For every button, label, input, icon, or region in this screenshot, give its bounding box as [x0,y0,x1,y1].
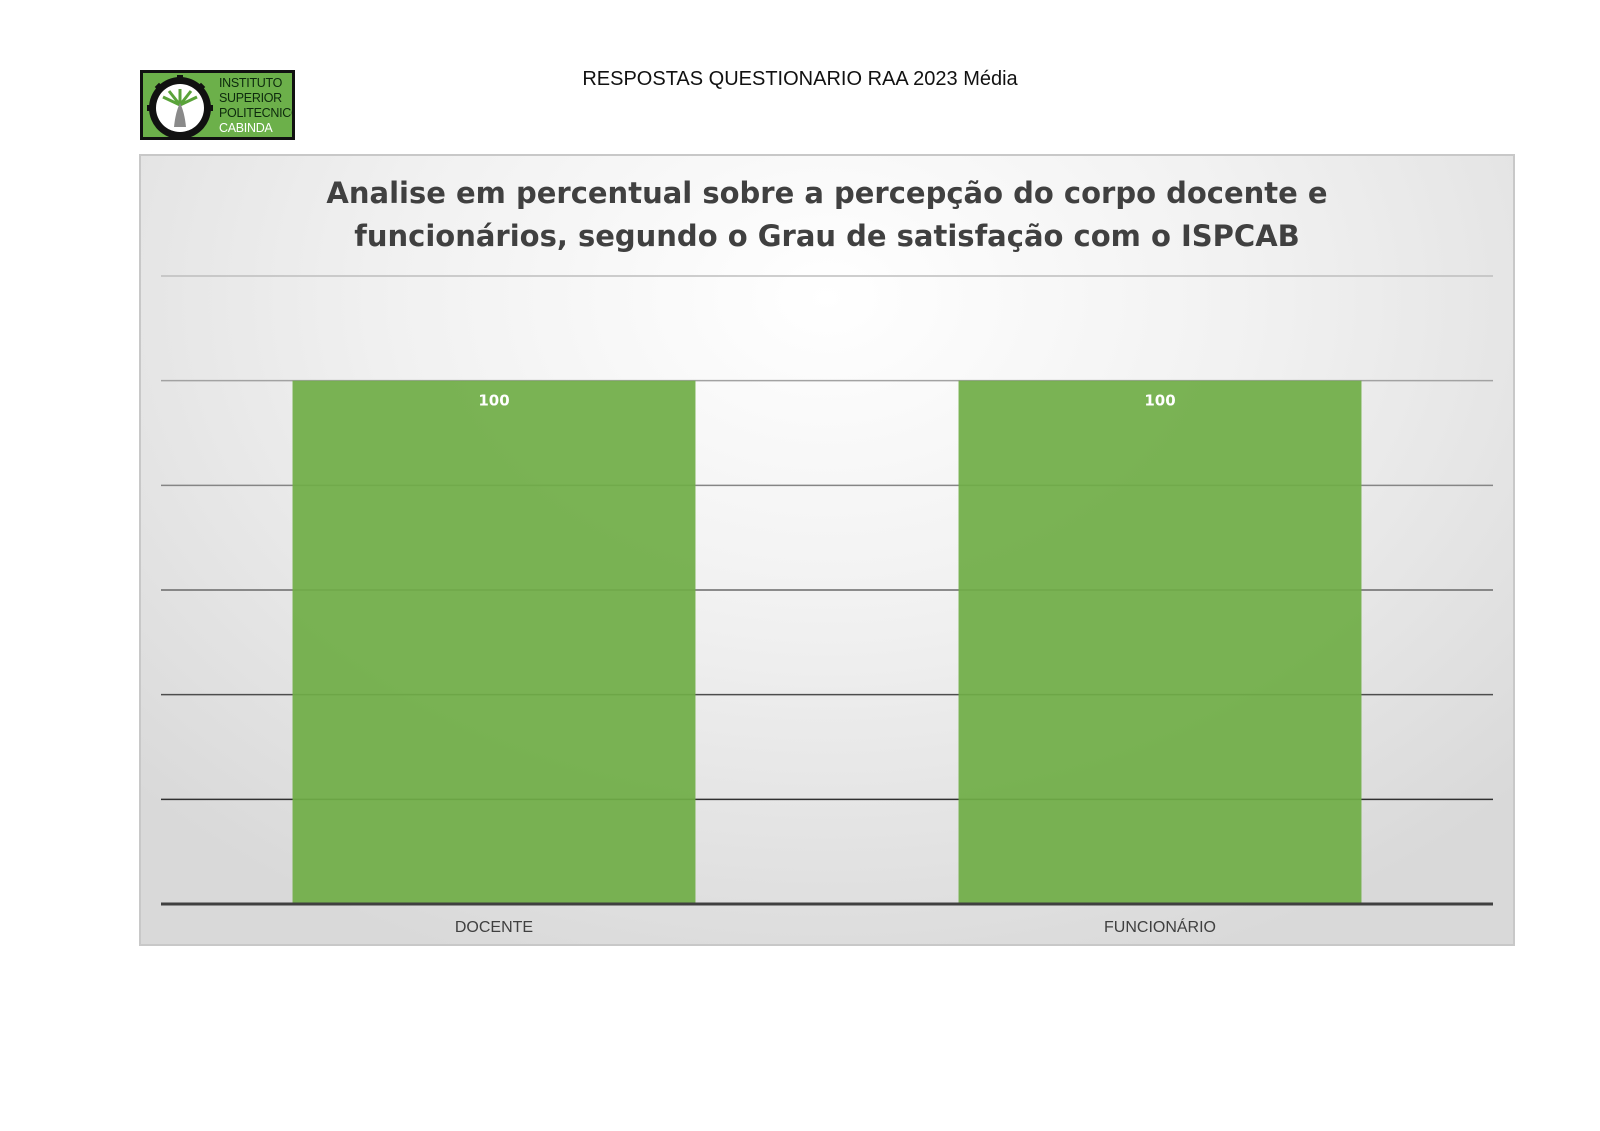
bar-funcionário [958,380,1362,904]
page-title: RESPOSTAS QUESTIONARIO RAA 2023 Média [582,68,1018,90]
bar-chart-plot: 100 DOCENTE 100 FUNCIONÁRIO [161,275,1493,936]
logo-line: CABINDA [219,121,273,135]
chart-title-line: funcionários, segundo o Grau de satisfaç… [354,219,1300,253]
data-label: 100 [478,392,509,410]
logo-line: POLITECNICO [219,106,295,120]
chart-area: Analise em percentual sobre a percepção … [139,154,1515,946]
chart-title-line: Analise em percentual sobre a percepção … [326,176,1328,210]
category-label: FUNCIONÁRIO [1104,917,1216,936]
logo-text: INSTITUTO SUPERIOR POLITECNICO CABINDA [219,76,295,136]
logo-line: SUPERIOR [219,91,282,105]
bar-docente [292,380,696,904]
gear-tree-emblem-icon [147,75,213,137]
data-label: 100 [1144,392,1175,410]
chart-title: Analise em percentual sobre a percepção … [141,172,1513,258]
category-label: DOCENTE [455,919,533,936]
institute-logo: INSTITUTO SUPERIOR POLITECNICO CABINDA [140,70,295,140]
logo-line: INSTITUTO [219,76,283,90]
